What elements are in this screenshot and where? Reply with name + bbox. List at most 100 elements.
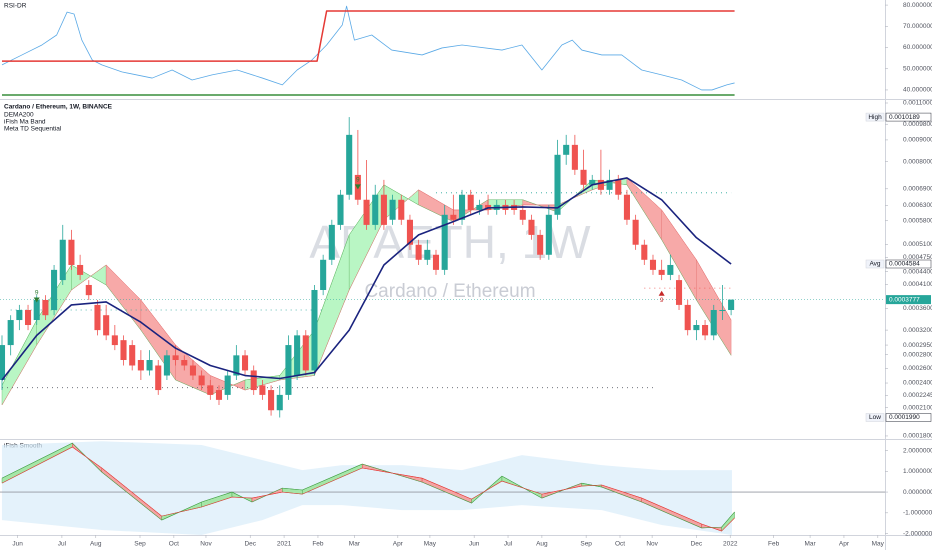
ribbon-slow-line — [1, 446, 735, 532]
x-tick-label: May — [424, 541, 437, 548]
candle-body — [328, 224, 335, 260]
candle-body — [59, 239, 66, 281]
candle-body — [450, 214, 457, 220]
x-tick-label: Nov — [646, 541, 658, 548]
y-tick-label: 0.0002600 — [903, 365, 932, 372]
price-label-name: High — [868, 114, 882, 121]
watermark-name: Cardano / Ethereum — [364, 281, 535, 302]
x-tick-label: Dec — [244, 541, 256, 548]
candle-body — [85, 284, 92, 296]
x-tick-label: Jul — [58, 541, 67, 548]
y-tick-label: 0.0004750 — [903, 254, 932, 261]
price-label-box — [885, 413, 932, 422]
candle-body — [215, 390, 223, 400]
y-tick-label: 1.0000000 — [903, 468, 932, 475]
candle-body — [380, 194, 387, 225]
y-tick-label: 0.0003600 — [903, 305, 932, 312]
candle-body — [458, 194, 466, 220]
candle-body — [94, 304, 101, 331]
price-label-name: Low — [869, 414, 881, 421]
candle-body — [120, 340, 127, 361]
symbol-title: Cardano / Ethereum, 1W, BINANCE — [4, 104, 113, 111]
y-tick-label: 40.0000000 — [903, 87, 932, 94]
price-label-tag — [865, 112, 885, 122]
y-tick-label: 70.0000000 — [903, 23, 932, 30]
candle-body — [103, 315, 110, 336]
candle-body — [51, 269, 58, 310]
x-tick-label: Oct — [169, 541, 179, 548]
candle-body — [649, 259, 657, 270]
price-label-value: 0.0001990 — [889, 414, 920, 421]
candle-body — [658, 269, 665, 275]
y-tick-label: 0.0002950 — [903, 342, 932, 349]
candle-body — [198, 375, 205, 386]
y-tick-label: 0.0008000 — [903, 158, 932, 165]
candle-body — [320, 259, 327, 290]
price-label-tag — [865, 413, 885, 422]
y-tick-label: 80.0000000 — [903, 2, 932, 9]
price-label-box — [885, 259, 932, 269]
y-tick-label: 0.0006300 — [903, 202, 932, 209]
candle-body — [528, 219, 535, 235]
candle-body — [641, 244, 648, 260]
candle-body — [467, 194, 474, 210]
indicator-name: DEMA200 — [4, 112, 34, 119]
candle-body — [7, 320, 14, 346]
x-tick-label: Jul — [504, 541, 513, 548]
y-tick-label: 0.0002800 — [903, 351, 932, 358]
candle-body — [406, 219, 413, 245]
dema-line — [1, 177, 732, 381]
line-series — [1, 10, 735, 62]
x-tick-label: Aug — [90, 541, 102, 548]
y-tick-label: 0.0004100 — [903, 281, 932, 288]
y-tick-label: 0.0005800 — [903, 217, 932, 224]
candle-body — [224, 375, 231, 395]
y-tick-label: 0.0004400 — [903, 268, 932, 275]
last-price-value: 0.0003777 — [889, 296, 920, 303]
candle-body — [571, 144, 578, 170]
candle-body — [163, 355, 170, 376]
candle-body — [441, 214, 448, 270]
x-tick-label: Sep — [580, 541, 592, 548]
candle-body — [476, 204, 483, 210]
candle-body — [172, 355, 179, 361]
candle-body — [710, 309, 717, 336]
candle-body — [623, 194, 630, 220]
y-tick-label: 0.0002245 — [903, 392, 932, 399]
y-tick-label: 0.0003200 — [903, 327, 932, 334]
pane-title: RSI-DR — [4, 3, 27, 10]
candle-body — [33, 299, 40, 321]
candle-body — [675, 280, 683, 305]
y-tick-label: -2.0000000 — [903, 530, 932, 537]
candle-body — [519, 209, 526, 220]
candle-body — [137, 360, 144, 371]
candle-body — [337, 194, 344, 225]
candle-body — [606, 179, 613, 190]
candle-body — [250, 370, 257, 391]
candle-body — [268, 390, 275, 411]
indicator-name: Meta TD Sequential — [4, 126, 62, 133]
candle-body — [684, 304, 691, 331]
y-tick-label: 60.0000000 — [903, 44, 932, 51]
candle-body — [181, 360, 188, 366]
candle-body — [372, 194, 379, 225]
x-tick-label: Aug — [536, 541, 548, 548]
candle-body — [389, 199, 396, 220]
price-label-tag — [865, 259, 885, 269]
candle-body — [0, 345, 6, 380]
y-tick-label: 0.0002400 — [903, 380, 932, 387]
candle-body — [24, 309, 32, 326]
candle-body — [632, 219, 639, 245]
td-signal-label: 9 — [35, 290, 39, 297]
candle-body — [667, 264, 674, 275]
candle-body — [259, 385, 266, 395]
x-tick-label: May — [872, 541, 885, 548]
price-label-box — [885, 112, 932, 122]
x-tick-label: Sep — [134, 541, 146, 548]
td-signal — [33, 297, 40, 303]
y-tick-label: 0.0001800 — [903, 433, 932, 440]
y-tick-label: 2.0000000 — [903, 447, 932, 454]
candle-body — [554, 154, 561, 215]
candle-body — [363, 199, 370, 225]
